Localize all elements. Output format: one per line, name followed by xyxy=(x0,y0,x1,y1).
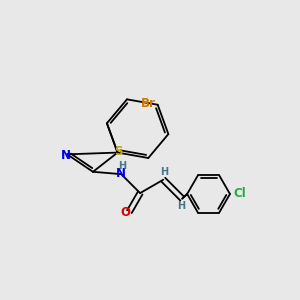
Text: H: H xyxy=(160,167,168,177)
Text: N: N xyxy=(116,167,126,180)
Text: H: H xyxy=(118,161,126,171)
Text: S: S xyxy=(115,145,123,158)
Text: O: O xyxy=(121,206,131,219)
Text: Br: Br xyxy=(141,97,156,110)
Text: N: N xyxy=(61,149,71,162)
Text: Cl: Cl xyxy=(233,188,246,200)
Text: H: H xyxy=(177,201,185,211)
